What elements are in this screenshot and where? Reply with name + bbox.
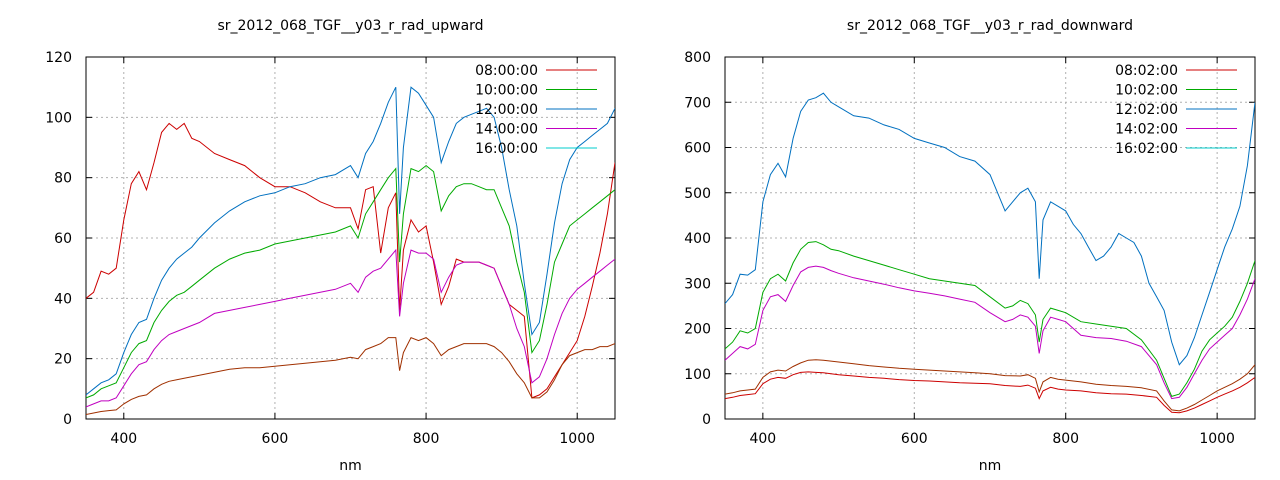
y-tick-label: 500	[684, 186, 711, 202]
series-line-14-00-00	[86, 248, 615, 408]
series-line-12-02-00	[725, 92, 1255, 366]
y-tick-label: 60	[54, 231, 72, 247]
series-line-10-02-00	[725, 241, 1255, 398]
x-tick-label: 800	[1052, 431, 1079, 447]
y-tick-label: 100	[684, 367, 711, 383]
series-line-10-00-00	[86, 164, 615, 399]
y-tick-label: 800	[684, 50, 711, 66]
x-tick-label: 600	[262, 431, 289, 447]
x-tick-label: 600	[901, 431, 928, 447]
legend-label: 08:02:00	[1115, 63, 1178, 79]
y-tick-label: 200	[684, 322, 711, 338]
legend-label: 14:00:00	[475, 122, 538, 138]
chart-title: sr_2012_068_TGF__y03_r_rad_upward	[217, 18, 483, 34]
y-tick-label: 300	[684, 276, 711, 292]
series-line-unnamed-5	[725, 359, 1255, 412]
y-tick-label: 0	[63, 412, 72, 428]
legend-label: 10:02:00	[1115, 83, 1178, 99]
legend-label: 14:02:00	[1115, 122, 1178, 138]
legend-label: 16:00:00	[475, 141, 538, 157]
y-tick-label: 20	[54, 352, 72, 368]
chart-title: sr_2012_068_TGF__y03_r_rad_downward	[847, 18, 1133, 34]
y-tick-label: 120	[45, 50, 72, 66]
x-tick-label: 1000	[559, 431, 595, 447]
legend-label: 16:02:00	[1115, 141, 1178, 157]
x-tick-label: 1000	[1199, 431, 1235, 447]
y-tick-label: 700	[684, 95, 711, 111]
x-tick-label: 400	[110, 431, 137, 447]
series-line-unnamed-5	[86, 336, 615, 415]
legend-label: 10:00:00	[475, 83, 538, 99]
series-line-08-00-00	[86, 122, 615, 399]
x-axis-label: nm	[339, 458, 362, 474]
legend-label: 12:00:00	[475, 102, 538, 118]
x-tick-label: 800	[413, 431, 440, 447]
y-tick-label: 40	[54, 291, 72, 307]
y-tick-label: 0	[702, 412, 711, 428]
x-tick-label: 400	[749, 431, 776, 447]
legend-label: 08:00:00	[475, 63, 538, 79]
y-tick-label: 600	[684, 141, 711, 157]
y-tick-label: 100	[45, 110, 72, 126]
chart-2: sr_2012_068_TGF__y03_r_rad_downward 400 60…	[684, 18, 1256, 474]
series-line-12-00-00	[86, 86, 615, 396]
x-axis-label: nm	[979, 458, 1002, 474]
legend-label: 12:02:00	[1115, 102, 1178, 118]
y-tick-label: 400	[684, 231, 711, 247]
y-tick-label: 80	[54, 171, 72, 187]
series-line-08-02-00	[725, 371, 1255, 414]
series-line-14-02-00	[725, 265, 1255, 400]
